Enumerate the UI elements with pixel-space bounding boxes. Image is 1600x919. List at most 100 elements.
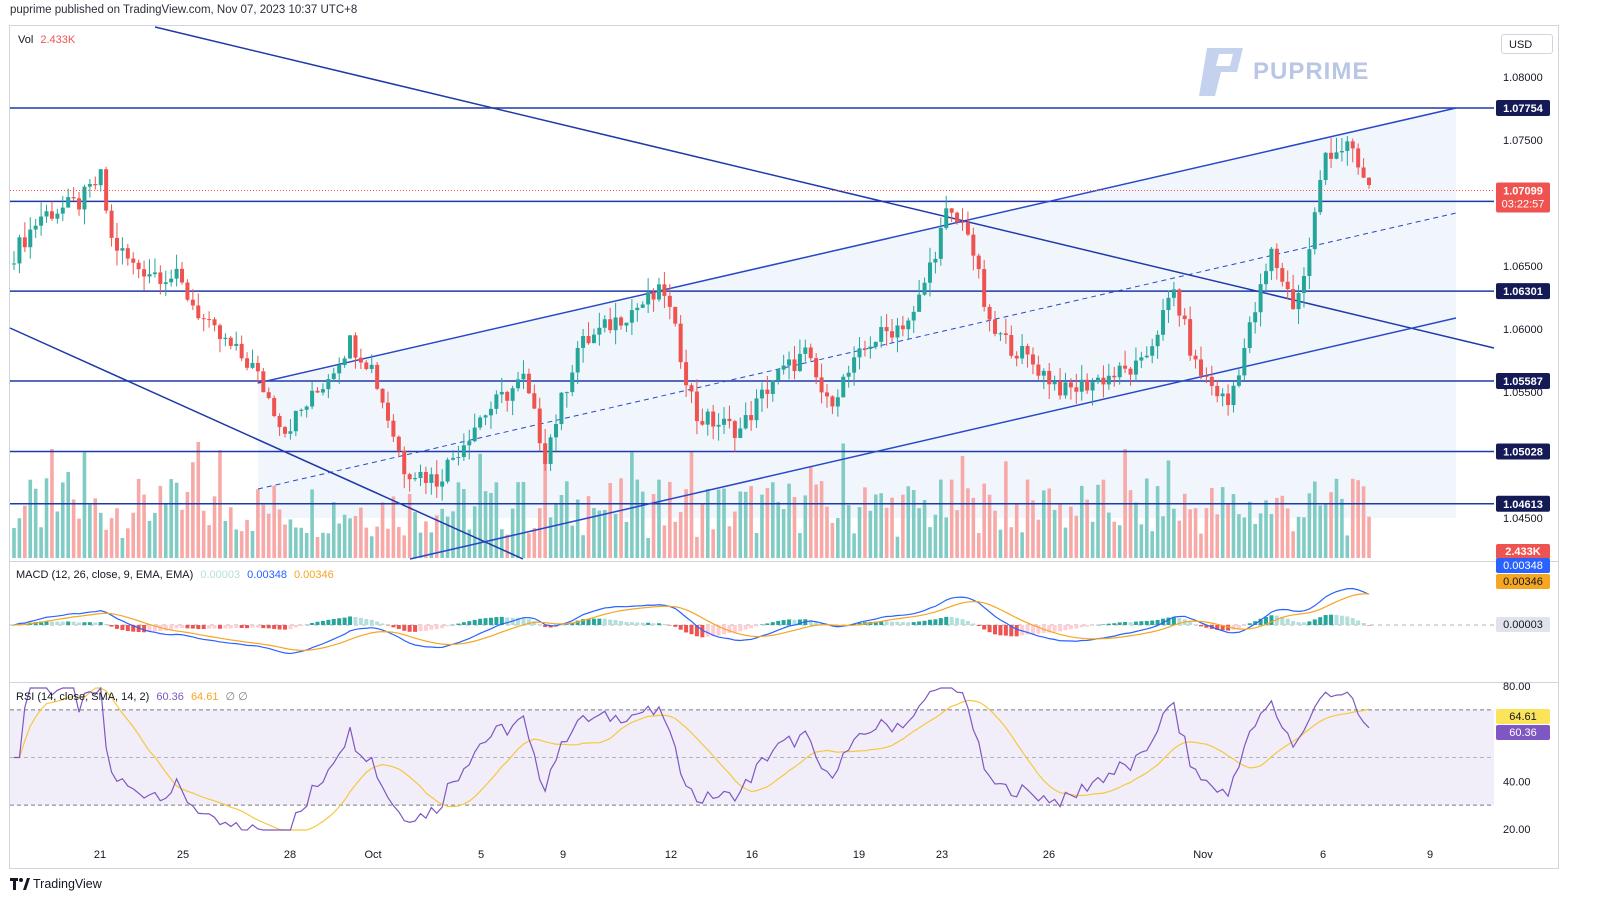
macd-histogram-bar: [288, 625, 293, 630]
candle-body: [570, 372, 575, 393]
macd-histogram-bar: [1291, 621, 1296, 625]
candle-body: [917, 294, 922, 312]
candle-body: [965, 222, 970, 235]
macd-histogram-bar: [608, 619, 613, 625]
volume-bar: [429, 532, 434, 558]
level-badge-label: 1.04613: [1503, 499, 1543, 511]
candle-body: [586, 336, 591, 344]
rsi-label: RSI (14, close, SMA, 14, 2) 60.36 64.61 …: [16, 690, 248, 703]
candle-body: [163, 282, 168, 284]
volume-bar: [814, 484, 818, 558]
candle-body: [1014, 355, 1019, 359]
macd-signal-value: 0.00346: [294, 569, 334, 581]
price-axis-label: 1.08000: [1503, 72, 1543, 84]
candle-body: [814, 358, 819, 378]
macd-hist-value: 0.00003: [200, 569, 241, 581]
volume-bar: [1334, 478, 1339, 558]
volume-bar: [966, 488, 970, 558]
volume-bar: [256, 489, 260, 558]
candle-body: [1090, 382, 1095, 391]
volume-bar: [1231, 494, 1236, 558]
candle-body: [1236, 375, 1241, 386]
volume-bar: [873, 494, 878, 558]
macd-histogram-bar: [1063, 625, 1068, 631]
volume-bar: [353, 515, 358, 558]
volume-bar: [765, 487, 770, 558]
volume-bar: [760, 494, 764, 558]
macd-histogram-bar: [1052, 625, 1057, 632]
volume-bar: [581, 535, 585, 558]
volume-bar: [1258, 513, 1263, 558]
macd-histogram-bar: [797, 619, 802, 625]
macd-histogram-bar: [1253, 621, 1258, 625]
candle-body: [1329, 152, 1334, 159]
macd-histogram-bar: [857, 622, 862, 625]
macd-histogram-bar: [1079, 625, 1084, 628]
macd-histogram-bar: [1161, 618, 1166, 625]
countdown-label: 03:22:57: [1502, 199, 1545, 211]
candle-body: [846, 372, 851, 377]
volume-bar: [1172, 508, 1176, 558]
volume-bar: [1155, 486, 1160, 558]
macd-histogram-bar: [434, 625, 439, 630]
macd-histogram-bar: [1274, 615, 1279, 625]
volume-bar: [1112, 521, 1117, 558]
volume-bar: [472, 506, 477, 558]
macd-histogram-bar: [39, 621, 44, 625]
candle-body: [1204, 375, 1209, 377]
macd-histogram-bar: [917, 621, 922, 625]
x-axis-tick: 9: [560, 849, 566, 861]
volume-bar: [191, 462, 195, 558]
macd-histogram-bar: [938, 618, 943, 625]
candle-body: [1079, 379, 1084, 392]
candle-body: [369, 364, 374, 370]
candle-body: [1161, 310, 1166, 335]
candle-body: [234, 343, 239, 346]
macd-histogram-bar: [87, 622, 92, 625]
candle-body: [87, 184, 92, 187]
level-badge: [1496, 495, 1550, 512]
volume-bar: [239, 531, 244, 558]
macd-histogram-bar: [413, 625, 418, 632]
macd-histogram-bar: [944, 616, 949, 625]
x-axis-tick: 19: [853, 849, 865, 861]
tradingview-footer: TradingView: [10, 877, 102, 891]
volume-bar: [1193, 508, 1198, 558]
volume-bar: [960, 455, 965, 558]
candle-body: [711, 411, 716, 427]
macd-histogram-bar: [689, 625, 694, 635]
level-badge-label: 1.07754: [1503, 103, 1544, 115]
candle-body: [841, 376, 846, 398]
macd-histogram-bar: [656, 623, 661, 625]
macd-histogram-bar: [808, 619, 813, 625]
macd-histogram-bar: [993, 625, 998, 635]
volume-bar: [819, 481, 824, 558]
volume-bar: [1020, 532, 1024, 558]
candle-body: [1085, 379, 1090, 391]
macd-histogram-bar: [933, 619, 938, 625]
candle-body: [12, 263, 16, 265]
macd-histogram-bar: [407, 625, 412, 632]
candle-body: [792, 359, 797, 372]
volume-bar: [1107, 512, 1111, 558]
volume-bar: [976, 533, 981, 558]
price-axis-label: 1.04500: [1503, 513, 1543, 525]
volume-bar: [895, 536, 900, 558]
volume-bar: [315, 536, 320, 558]
macd-histogram-bar: [646, 622, 651, 625]
currency-selector[interactable]: USD: [1501, 34, 1553, 54]
candle-body: [835, 397, 840, 407]
candle-body: [461, 445, 466, 457]
macd-histogram-bar: [77, 622, 82, 625]
volume-bar: [109, 518, 114, 558]
macd-histogram-bar: [1166, 617, 1171, 625]
macd-histogram-bar: [1058, 625, 1063, 632]
volume-bar: [88, 504, 92, 558]
candle-body: [114, 237, 119, 251]
candle-body: [1117, 365, 1122, 378]
macd-histogram-bar: [369, 619, 374, 625]
volume-bar: [1226, 504, 1230, 558]
volume-bar: [1069, 506, 1073, 558]
macd-histogram-bar: [619, 621, 624, 625]
